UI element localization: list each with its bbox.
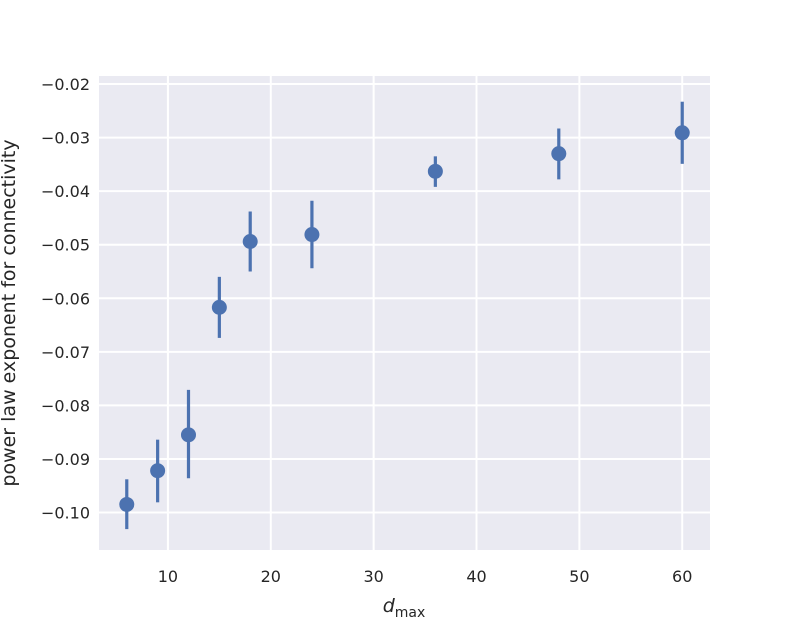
y-tick-labels: −0.10 −0.09 −0.08 −0.07 −0.06 −0.05 −0.04 −0.03… [41, 75, 90, 522]
data-point [551, 146, 567, 162]
x-axis-label-main: d [383, 595, 396, 617]
y-tick-label: −0.09 [41, 450, 90, 469]
x-axis-label: dmax [383, 595, 426, 621]
plot-area [99, 76, 710, 550]
y-tick-label: −0.08 [41, 396, 90, 415]
y-tick-label: −0.07 [41, 343, 90, 362]
data-point [150, 463, 166, 479]
y-tick-label: −0.05 [41, 236, 90, 255]
data-point [242, 233, 258, 249]
data-point [674, 125, 690, 141]
y-tick-label: −0.10 [41, 504, 90, 523]
y-tick-label: −0.04 [41, 182, 90, 201]
y-tick-label: −0.02 [41, 75, 90, 94]
y-tick-label: −0.06 [41, 289, 90, 308]
x-tick-label: 20 [261, 567, 281, 586]
data-point [211, 299, 227, 315]
data-point [427, 163, 443, 179]
y-tick-label: −0.03 [41, 129, 90, 148]
x-tick-label: 30 [363, 567, 383, 586]
data-series [119, 101, 690, 530]
x-tick-labels: 10 20 30 40 50 60 [158, 567, 693, 586]
y-axis-label: power law exponent for connectivity [0, 139, 20, 486]
x-tick-label: 50 [569, 567, 589, 586]
data-point [180, 427, 196, 443]
x-axis-label-subscript: max [395, 605, 426, 621]
x-tick-label: 40 [466, 567, 486, 586]
x-tick-label: 60 [672, 567, 692, 586]
data-point [304, 227, 320, 243]
x-tick-label: 10 [158, 567, 178, 586]
data-point [119, 496, 135, 512]
